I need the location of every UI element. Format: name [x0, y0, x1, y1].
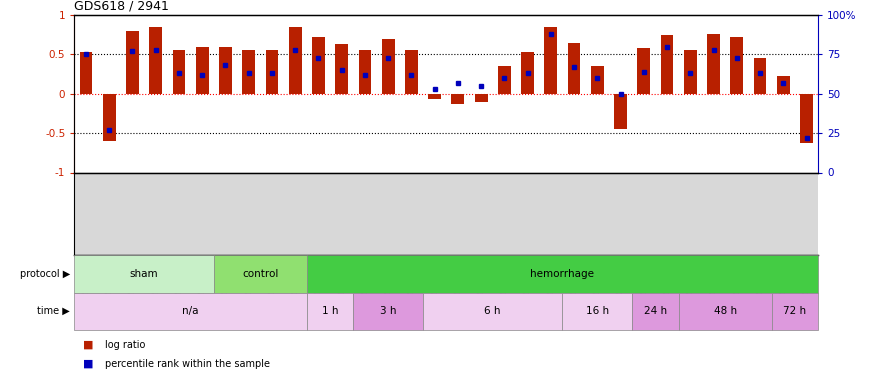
Bar: [661, 35, 674, 94]
Bar: [679, 292, 772, 330]
Text: 48 h: 48 h: [714, 306, 737, 316]
Bar: [307, 255, 818, 292]
Bar: [80, 52, 93, 94]
Bar: [219, 46, 232, 94]
Bar: [522, 52, 534, 94]
Text: percentile rank within the sample: percentile rank within the sample: [105, 359, 270, 369]
Bar: [544, 27, 557, 94]
Text: log ratio: log ratio: [105, 340, 145, 350]
Bar: [242, 51, 256, 94]
Bar: [214, 255, 307, 292]
Text: ■: ■: [83, 359, 94, 369]
Bar: [405, 51, 417, 94]
Bar: [777, 76, 789, 94]
Bar: [196, 46, 208, 94]
Bar: [382, 39, 395, 94]
Text: 1 h: 1 h: [322, 306, 339, 316]
Bar: [731, 37, 743, 94]
Bar: [126, 31, 139, 94]
Bar: [614, 94, 627, 129]
Bar: [312, 37, 325, 94]
Text: protocol ▶: protocol ▶: [20, 269, 70, 279]
Bar: [632, 292, 679, 330]
Bar: [568, 43, 580, 94]
Bar: [498, 66, 511, 94]
Bar: [428, 94, 441, 99]
Bar: [74, 255, 213, 292]
Bar: [265, 51, 278, 94]
Bar: [591, 66, 604, 94]
Bar: [335, 44, 348, 94]
Bar: [452, 94, 465, 104]
Text: 16 h: 16 h: [585, 306, 609, 316]
Bar: [307, 292, 354, 330]
Bar: [354, 292, 423, 330]
Text: 24 h: 24 h: [644, 306, 667, 316]
Bar: [172, 51, 186, 94]
Bar: [772, 292, 818, 330]
Bar: [423, 292, 563, 330]
Text: 3 h: 3 h: [380, 306, 396, 316]
Bar: [475, 94, 487, 102]
Bar: [800, 94, 813, 142]
Bar: [103, 94, 116, 141]
Bar: [684, 51, 696, 94]
Text: n/a: n/a: [182, 306, 199, 316]
Text: control: control: [242, 269, 278, 279]
Text: ■: ■: [83, 340, 94, 350]
Bar: [563, 292, 632, 330]
Text: sham: sham: [130, 269, 158, 279]
Bar: [359, 51, 371, 94]
Text: hemorrhage: hemorrhage: [530, 269, 594, 279]
Bar: [707, 34, 720, 94]
Text: 6 h: 6 h: [485, 306, 501, 316]
Bar: [637, 48, 650, 94]
Bar: [289, 27, 302, 94]
Text: 72 h: 72 h: [783, 306, 807, 316]
Text: time ▶: time ▶: [38, 306, 70, 316]
Text: GDS618 / 2941: GDS618 / 2941: [74, 0, 169, 12]
Bar: [74, 292, 307, 330]
Bar: [753, 58, 766, 94]
Bar: [150, 27, 162, 94]
